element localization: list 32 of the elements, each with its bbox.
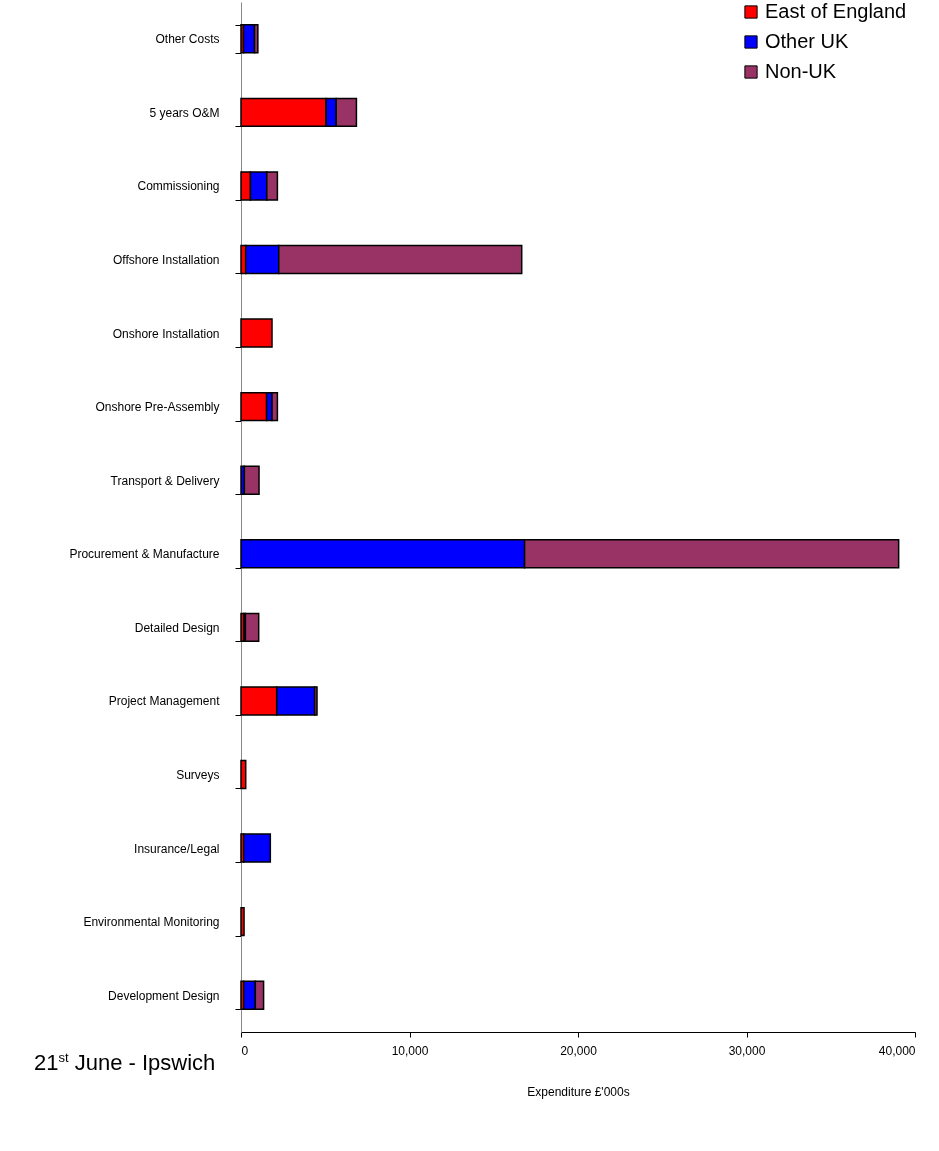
y-tick-label: Transport & Delivery	[110, 473, 220, 488]
y-tick-label: Project Management	[108, 694, 221, 709]
y-tick-label: Insurance/Legal	[134, 841, 220, 856]
y-tick-label: Development Design	[108, 988, 220, 1003]
bar	[240, 391, 268, 422]
x-tick-label: 10,000	[391, 1043, 429, 1058]
y-tick-label: Commissioning	[137, 179, 220, 194]
y-tick-label: 5 years O&M	[149, 105, 220, 120]
y-tick-label: Other Costs	[155, 32, 220, 47]
y-tick-label: Onshore Installation	[112, 326, 220, 341]
legend-label: Other UK	[765, 30, 850, 52]
y-tick-label: Procurement & Manufacture	[69, 547, 220, 562]
legend-label: East of England	[765, 0, 907, 22]
y-tick-label: Onshore Pre-Assembly	[95, 400, 220, 415]
bar	[240, 759, 247, 790]
bar	[242, 24, 256, 54]
bar	[244, 612, 260, 643]
bar	[243, 465, 260, 495]
x-tick-label: 0	[241, 1043, 249, 1058]
x-axis-title: Expenditure £'000s	[527, 1084, 630, 1099]
bar	[242, 833, 272, 863]
x-tick-label: 20,000	[560, 1043, 598, 1058]
legend-label: Non-UK	[765, 60, 837, 82]
y-tick-label: Surveys	[176, 768, 220, 782]
x-tick-label: 40,000	[878, 1043, 916, 1058]
x-tick-label: 30,000	[728, 1043, 766, 1058]
bar	[240, 906, 245, 937]
bar	[240, 318, 273, 348]
y-tick-label: Environmental Monitoring	[83, 915, 220, 930]
y-tick-label: Detailed Design	[134, 620, 220, 635]
y-tick-label: Offshore Installation	[112, 253, 220, 267]
text: 21$^{st}$ June - Ipswich	[34, 1050, 216, 1077]
